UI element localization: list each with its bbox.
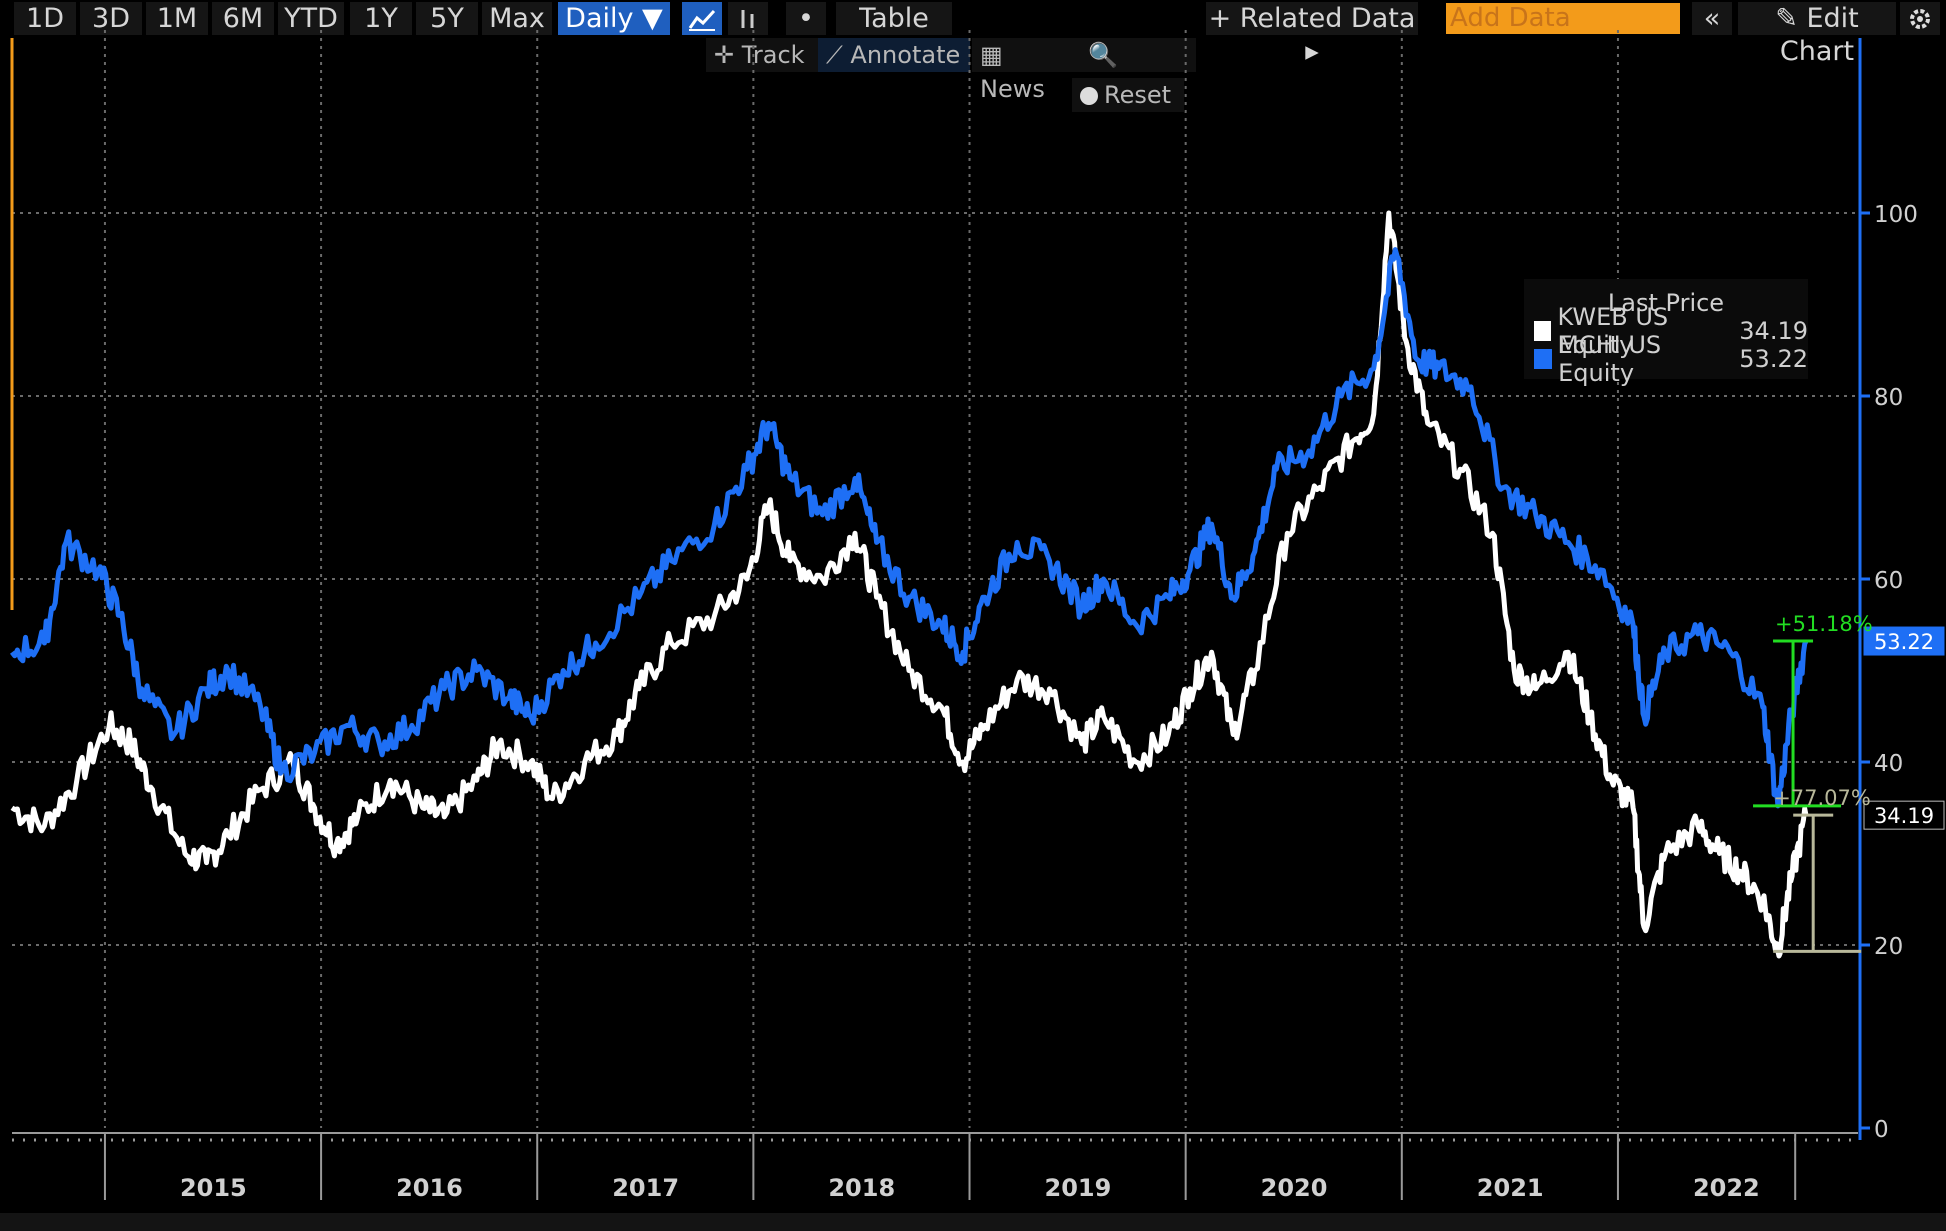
legend-item-mchi[interactable]: MCHI US Equity 53.22 (1524, 331, 1808, 387)
track-button[interactable]: ✛ Track (706, 38, 818, 72)
collapse-icon[interactable]: « (1692, 2, 1732, 35)
chart-footer-strip (0, 1213, 1946, 1231)
legend-swatch-mchi (1534, 349, 1553, 369)
period-6m-button[interactable]: 6M (212, 2, 274, 35)
news-button[interactable]: ▦ News (972, 38, 1080, 103)
gear-icon[interactable] (1900, 2, 1940, 35)
annotate-button[interactable]: ⟋ Annotate (818, 38, 970, 72)
edit-chart-button[interactable]: ✎ Edit Chart (1738, 2, 1896, 67)
legend-item-kweb[interactable]: KWEB US Equity 34.19 (1524, 303, 1808, 359)
series-line-kweb (10, 210, 1809, 959)
period-1d-button[interactable]: 1D (14, 2, 76, 35)
last-value-tag-kweb: 34.19 (1863, 800, 1945, 830)
chart-toolbar: 1D 3D 1M 6M YTD 1Y 5Y Max Daily ▼ • Tabl… (0, 0, 1946, 67)
legend-value-kweb: 34.19 (1739, 317, 1808, 345)
gain-annotation-mchi-label: +51.18% (1775, 612, 1873, 636)
gain-annotation-kweb-label: +77.07% (1773, 786, 1871, 810)
legend-swatch-kweb (1534, 321, 1552, 341)
legend-value-mchi: 53.22 (1739, 345, 1808, 373)
x-tick-label-2021: 2021 (1477, 1174, 1544, 1202)
options-dot-button[interactable]: • (786, 2, 826, 35)
last-value-box-kweb (1863, 800, 1945, 830)
x-tick-label-2016: 2016 (396, 1174, 463, 1202)
y-tick-label-20: 20 (1874, 934, 1903, 960)
x-tick-label-2018: 2018 (828, 1174, 895, 1202)
gear-glyph (1910, 9, 1930, 29)
reset-label: Reset (1104, 81, 1172, 109)
last-value-text-kweb: 34.19 (1874, 804, 1934, 828)
reset-icon (1080, 87, 1098, 105)
y-tick-label-0: 0 (1874, 1117, 1889, 1143)
bar-chart-glyph (741, 10, 754, 28)
chart-legend: Last Price KWEB US Equity 34.19 MCHI US … (1524, 279, 1808, 387)
y-tick-label-80: 80 (1874, 385, 1903, 411)
reset-button[interactable]: Reset (1072, 78, 1184, 112)
legend-label-kweb: KWEB US Equity (1557, 303, 1669, 359)
line-chart-icon[interactable] (682, 2, 722, 35)
x-tick-label-2019: 2019 (1045, 1174, 1112, 1202)
y-tick-label-40: 40 (1874, 751, 1903, 777)
add-data-input[interactable]: Add Data (1446, 3, 1680, 34)
period-3d-button[interactable]: 3D (80, 2, 142, 35)
period-1m-button[interactable]: 1M (146, 2, 208, 35)
legend-title: Last Price (1607, 289, 1725, 317)
legend-label-mchi: MCHI US Equity (1558, 331, 1662, 387)
y-tick-label-100: 100 (1874, 202, 1918, 228)
line-chart-glyph (688, 9, 716, 31)
frequency-dropdown[interactable]: Daily ▼ (558, 2, 670, 35)
last-value-tag-mchi: 53.22 (1863, 626, 1945, 656)
related-data-button[interactable]: + Related Data ▸ (1206, 2, 1418, 67)
x-tick-label-2017: 2017 (612, 1174, 679, 1202)
x-tick-label-2022: 2022 (1693, 1174, 1760, 1202)
last-value-box-mchi (1863, 626, 1945, 656)
x-tick-label-2015: 2015 (180, 1174, 247, 1202)
x-tick-label-2020: 2020 (1261, 1174, 1328, 1202)
period-max-button[interactable]: Max (482, 2, 552, 35)
period-ytd-button[interactable]: YTD (278, 2, 344, 35)
table-button[interactable]: Table (836, 2, 952, 35)
period-1y-button[interactable]: 1Y (350, 2, 412, 35)
last-value-text-mchi: 53.22 (1874, 630, 1934, 654)
y-tick-label-60: 60 (1874, 568, 1903, 594)
period-5y-button[interactable]: 5Y (416, 2, 478, 35)
bar-chart-icon[interactable] (728, 2, 768, 35)
series-line-mchi (10, 247, 1809, 809)
